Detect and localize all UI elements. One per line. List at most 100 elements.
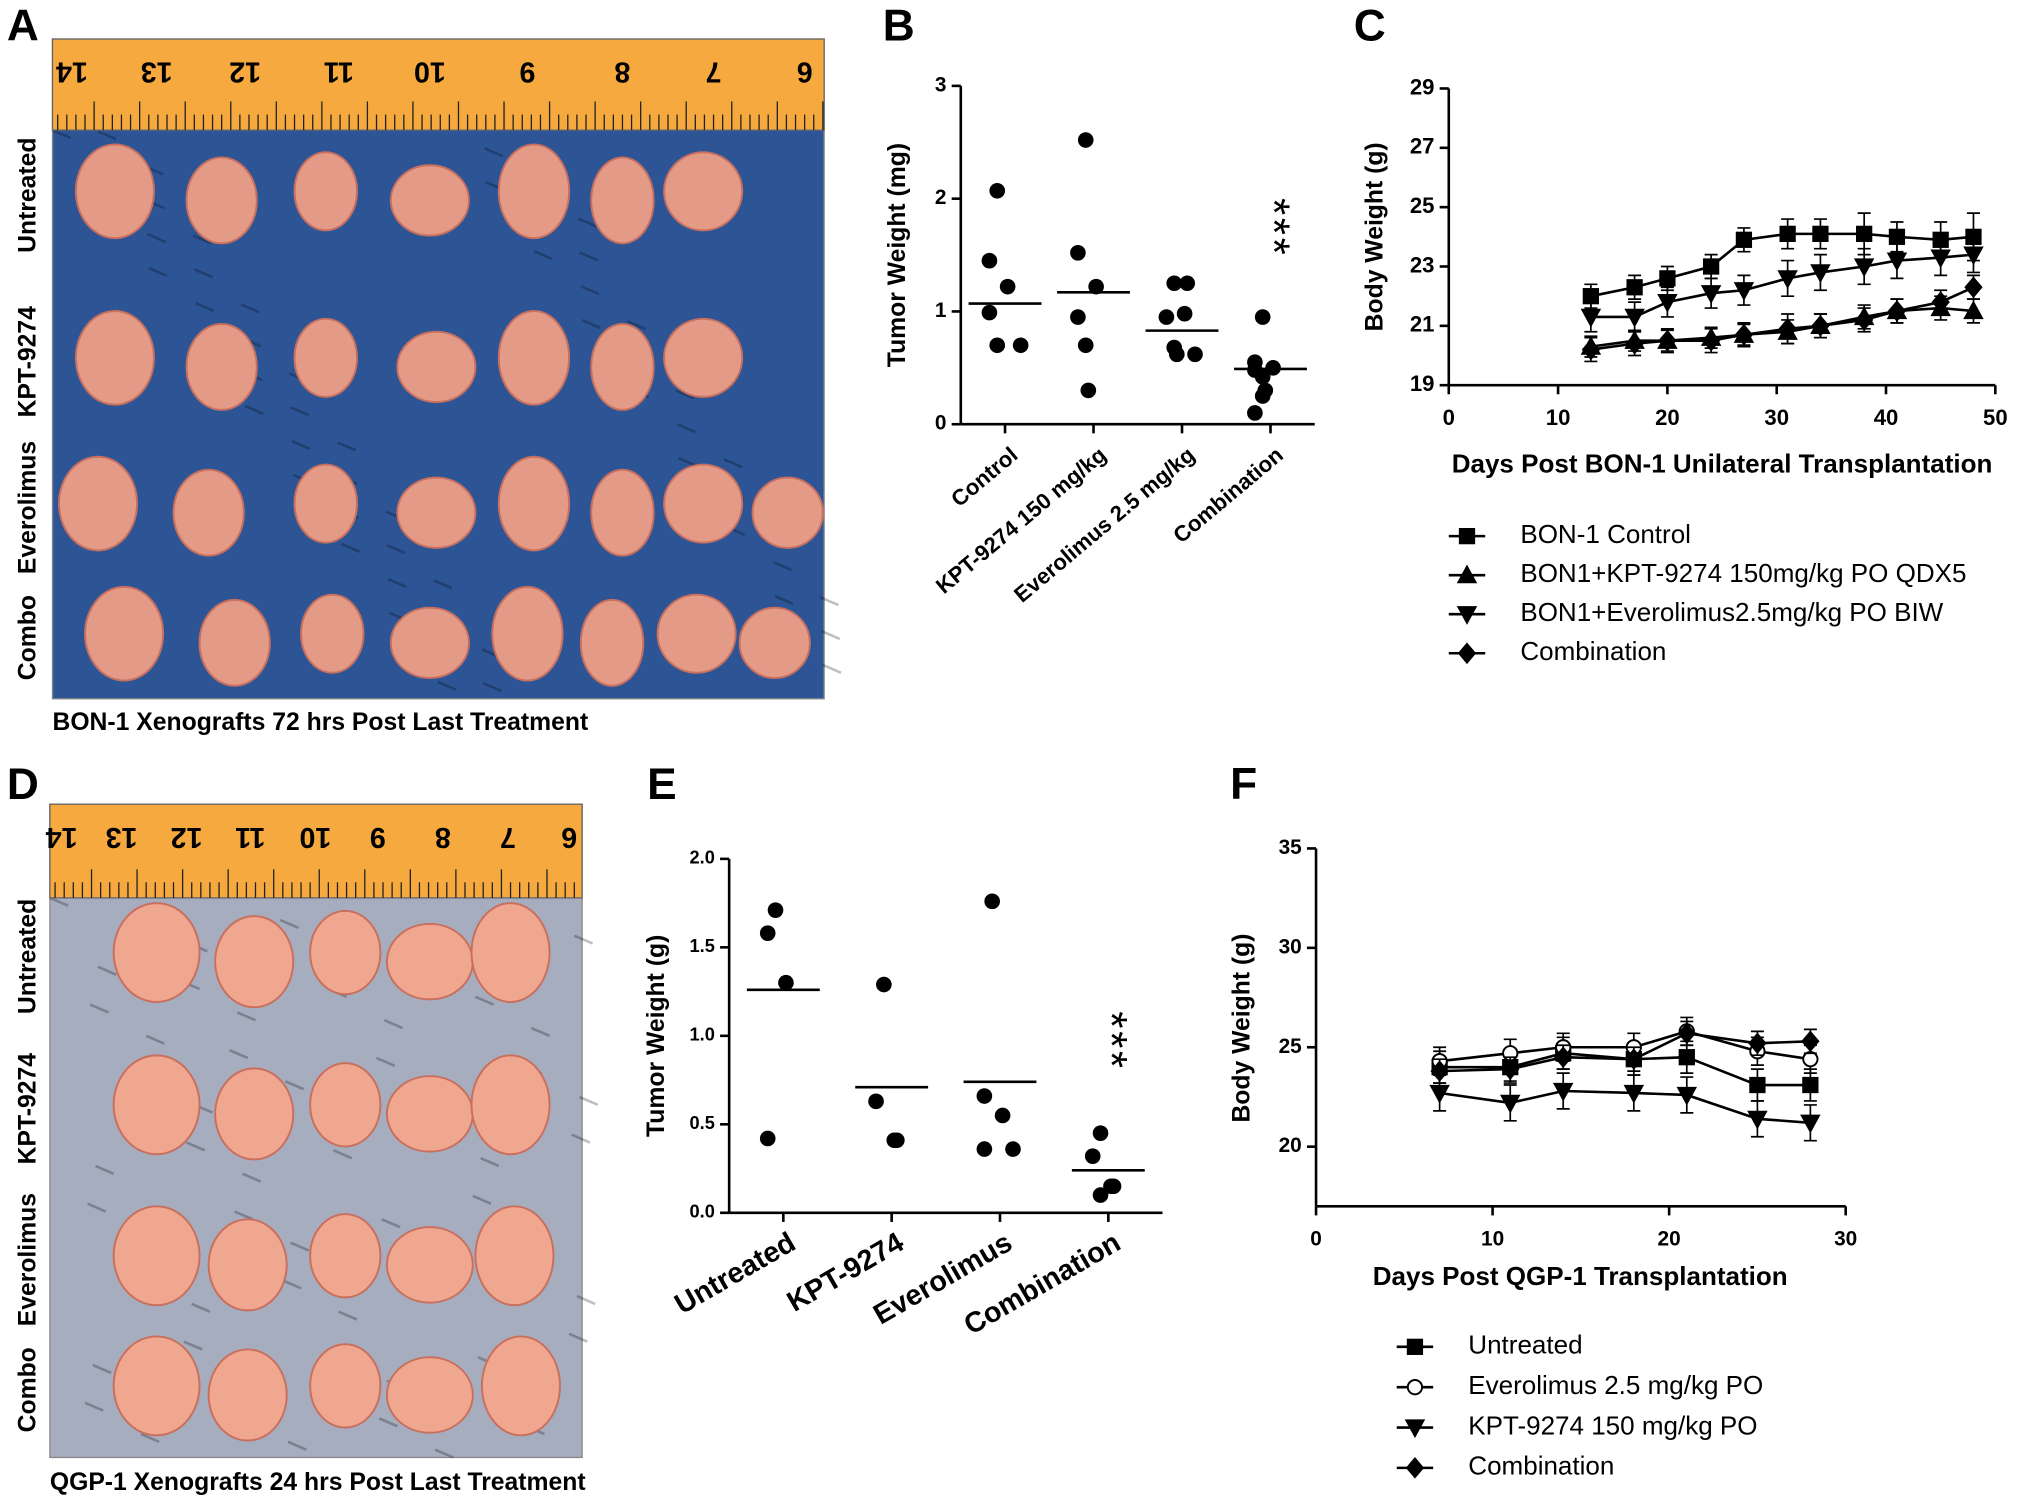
photo-texture <box>383 1019 404 1030</box>
data-point <box>759 1130 776 1147</box>
photo-texture <box>482 681 502 693</box>
marker <box>1701 329 1721 352</box>
photo-texture <box>282 1279 302 1290</box>
ruler-number: 7 <box>706 56 722 88</box>
ruler-number: 9 <box>519 56 535 88</box>
tumor <box>590 323 655 411</box>
y-axis-title: Body Weight (g) <box>1361 142 1388 331</box>
photo-texture <box>94 1164 115 1175</box>
photo-texture <box>480 1156 500 1168</box>
tumor <box>590 156 655 245</box>
data-point <box>1265 360 1281 376</box>
marker <box>1802 1051 1819 1068</box>
photo-texture <box>92 1363 112 1375</box>
legend-label: BON-1 Control <box>1520 519 1691 549</box>
data-point <box>989 337 1006 354</box>
photo-texture <box>240 303 260 314</box>
tumor <box>112 1054 201 1156</box>
marker <box>1779 225 1796 243</box>
tumor <box>309 1213 382 1299</box>
marker <box>1856 225 1873 243</box>
photo-texture <box>140 1432 160 1444</box>
ruler-number: 13 <box>141 56 173 88</box>
data-point <box>876 976 892 993</box>
marker <box>1747 1110 1768 1130</box>
photo-texture <box>84 1401 104 1412</box>
marker <box>1812 225 1829 243</box>
tumor <box>497 143 571 240</box>
marker <box>1624 308 1645 328</box>
data-point <box>1179 275 1196 292</box>
tumor <box>309 909 382 996</box>
marker <box>1888 228 1906 245</box>
x-axis-title: Days Post BON-1 Unilateral Transplantati… <box>1452 449 1993 479</box>
marker <box>1501 1058 1520 1080</box>
marker <box>1748 1032 1767 1055</box>
photo-texture <box>578 1095 599 1106</box>
data-point <box>1254 309 1271 325</box>
marker <box>1678 1049 1695 1066</box>
y-tick-label: 3 <box>935 73 947 96</box>
photo-texture <box>675 389 695 400</box>
tumor <box>389 606 470 679</box>
panel-letter: B <box>883 1 915 50</box>
legend-label: BON1+Everolimus2.5mg/kg PO BIW <box>1520 597 1943 627</box>
ruler <box>49 803 583 899</box>
tumor <box>396 476 477 549</box>
photo-texture <box>581 318 601 330</box>
legend-marker <box>1405 1457 1425 1479</box>
photo-texture <box>580 285 600 296</box>
y-axis-title: Tumor Weight (g) <box>643 935 670 1137</box>
tumor <box>74 310 155 406</box>
ruler-number: 11 <box>235 821 265 853</box>
y-tick-label: 2.0 <box>690 848 715 868</box>
photo-texture <box>577 217 597 228</box>
data-point <box>1254 369 1271 385</box>
photo-texture <box>192 234 212 245</box>
y-tick-label: 1 <box>935 299 947 322</box>
marker <box>1554 1046 1573 1069</box>
tumor <box>663 151 744 232</box>
photo-texture <box>191 1302 211 1313</box>
tumor <box>738 606 811 679</box>
photo-texture <box>279 918 299 930</box>
y-tick-label: 30 <box>1279 935 1302 958</box>
ruler-number: 14 <box>46 821 78 853</box>
legend-marker <box>1406 1338 1424 1355</box>
row-label: Combo <box>15 595 42 680</box>
ruler-number: 12 <box>171 821 203 853</box>
data-point <box>994 1107 1011 1124</box>
photo-texture <box>148 266 168 278</box>
photo-texture <box>434 1448 454 1459</box>
photo-texture <box>576 1294 596 1306</box>
tumor <box>172 468 245 557</box>
x-tick-label: Everolimus 2.5 mg/kg <box>1009 442 1199 607</box>
x-tick-label: 0 <box>1443 405 1455 430</box>
tumor <box>293 151 358 232</box>
legend-marker <box>1456 564 1478 584</box>
photo-texture <box>677 456 698 468</box>
row-label: Untreated <box>15 138 42 253</box>
legend-label: Combination <box>1520 636 1666 666</box>
marker <box>1676 1086 1698 1106</box>
marker <box>1777 270 1798 290</box>
legend-marker <box>1457 642 1477 665</box>
y-tick-label: 0 <box>935 412 947 435</box>
tumor <box>385 1356 474 1434</box>
y-axis-title: Tumor Weight (mg) <box>884 143 911 367</box>
tumor <box>470 1054 551 1156</box>
marker <box>1623 1084 1645 1104</box>
photo-texture <box>474 995 495 1006</box>
panel-letter: C <box>1354 1 1386 50</box>
marker <box>1429 1084 1450 1104</box>
row-label: Combo <box>15 1347 42 1432</box>
photo-texture <box>381 1218 401 1229</box>
x-tick-label: 40 <box>1874 405 1899 430</box>
photo-texture <box>627 320 647 331</box>
y-tick-label: 20 <box>1279 1134 1302 1157</box>
photo-texture <box>146 233 167 244</box>
x-tick-label: 30 <box>1834 1228 1857 1251</box>
photo-texture <box>437 680 457 691</box>
tumor <box>293 463 358 544</box>
